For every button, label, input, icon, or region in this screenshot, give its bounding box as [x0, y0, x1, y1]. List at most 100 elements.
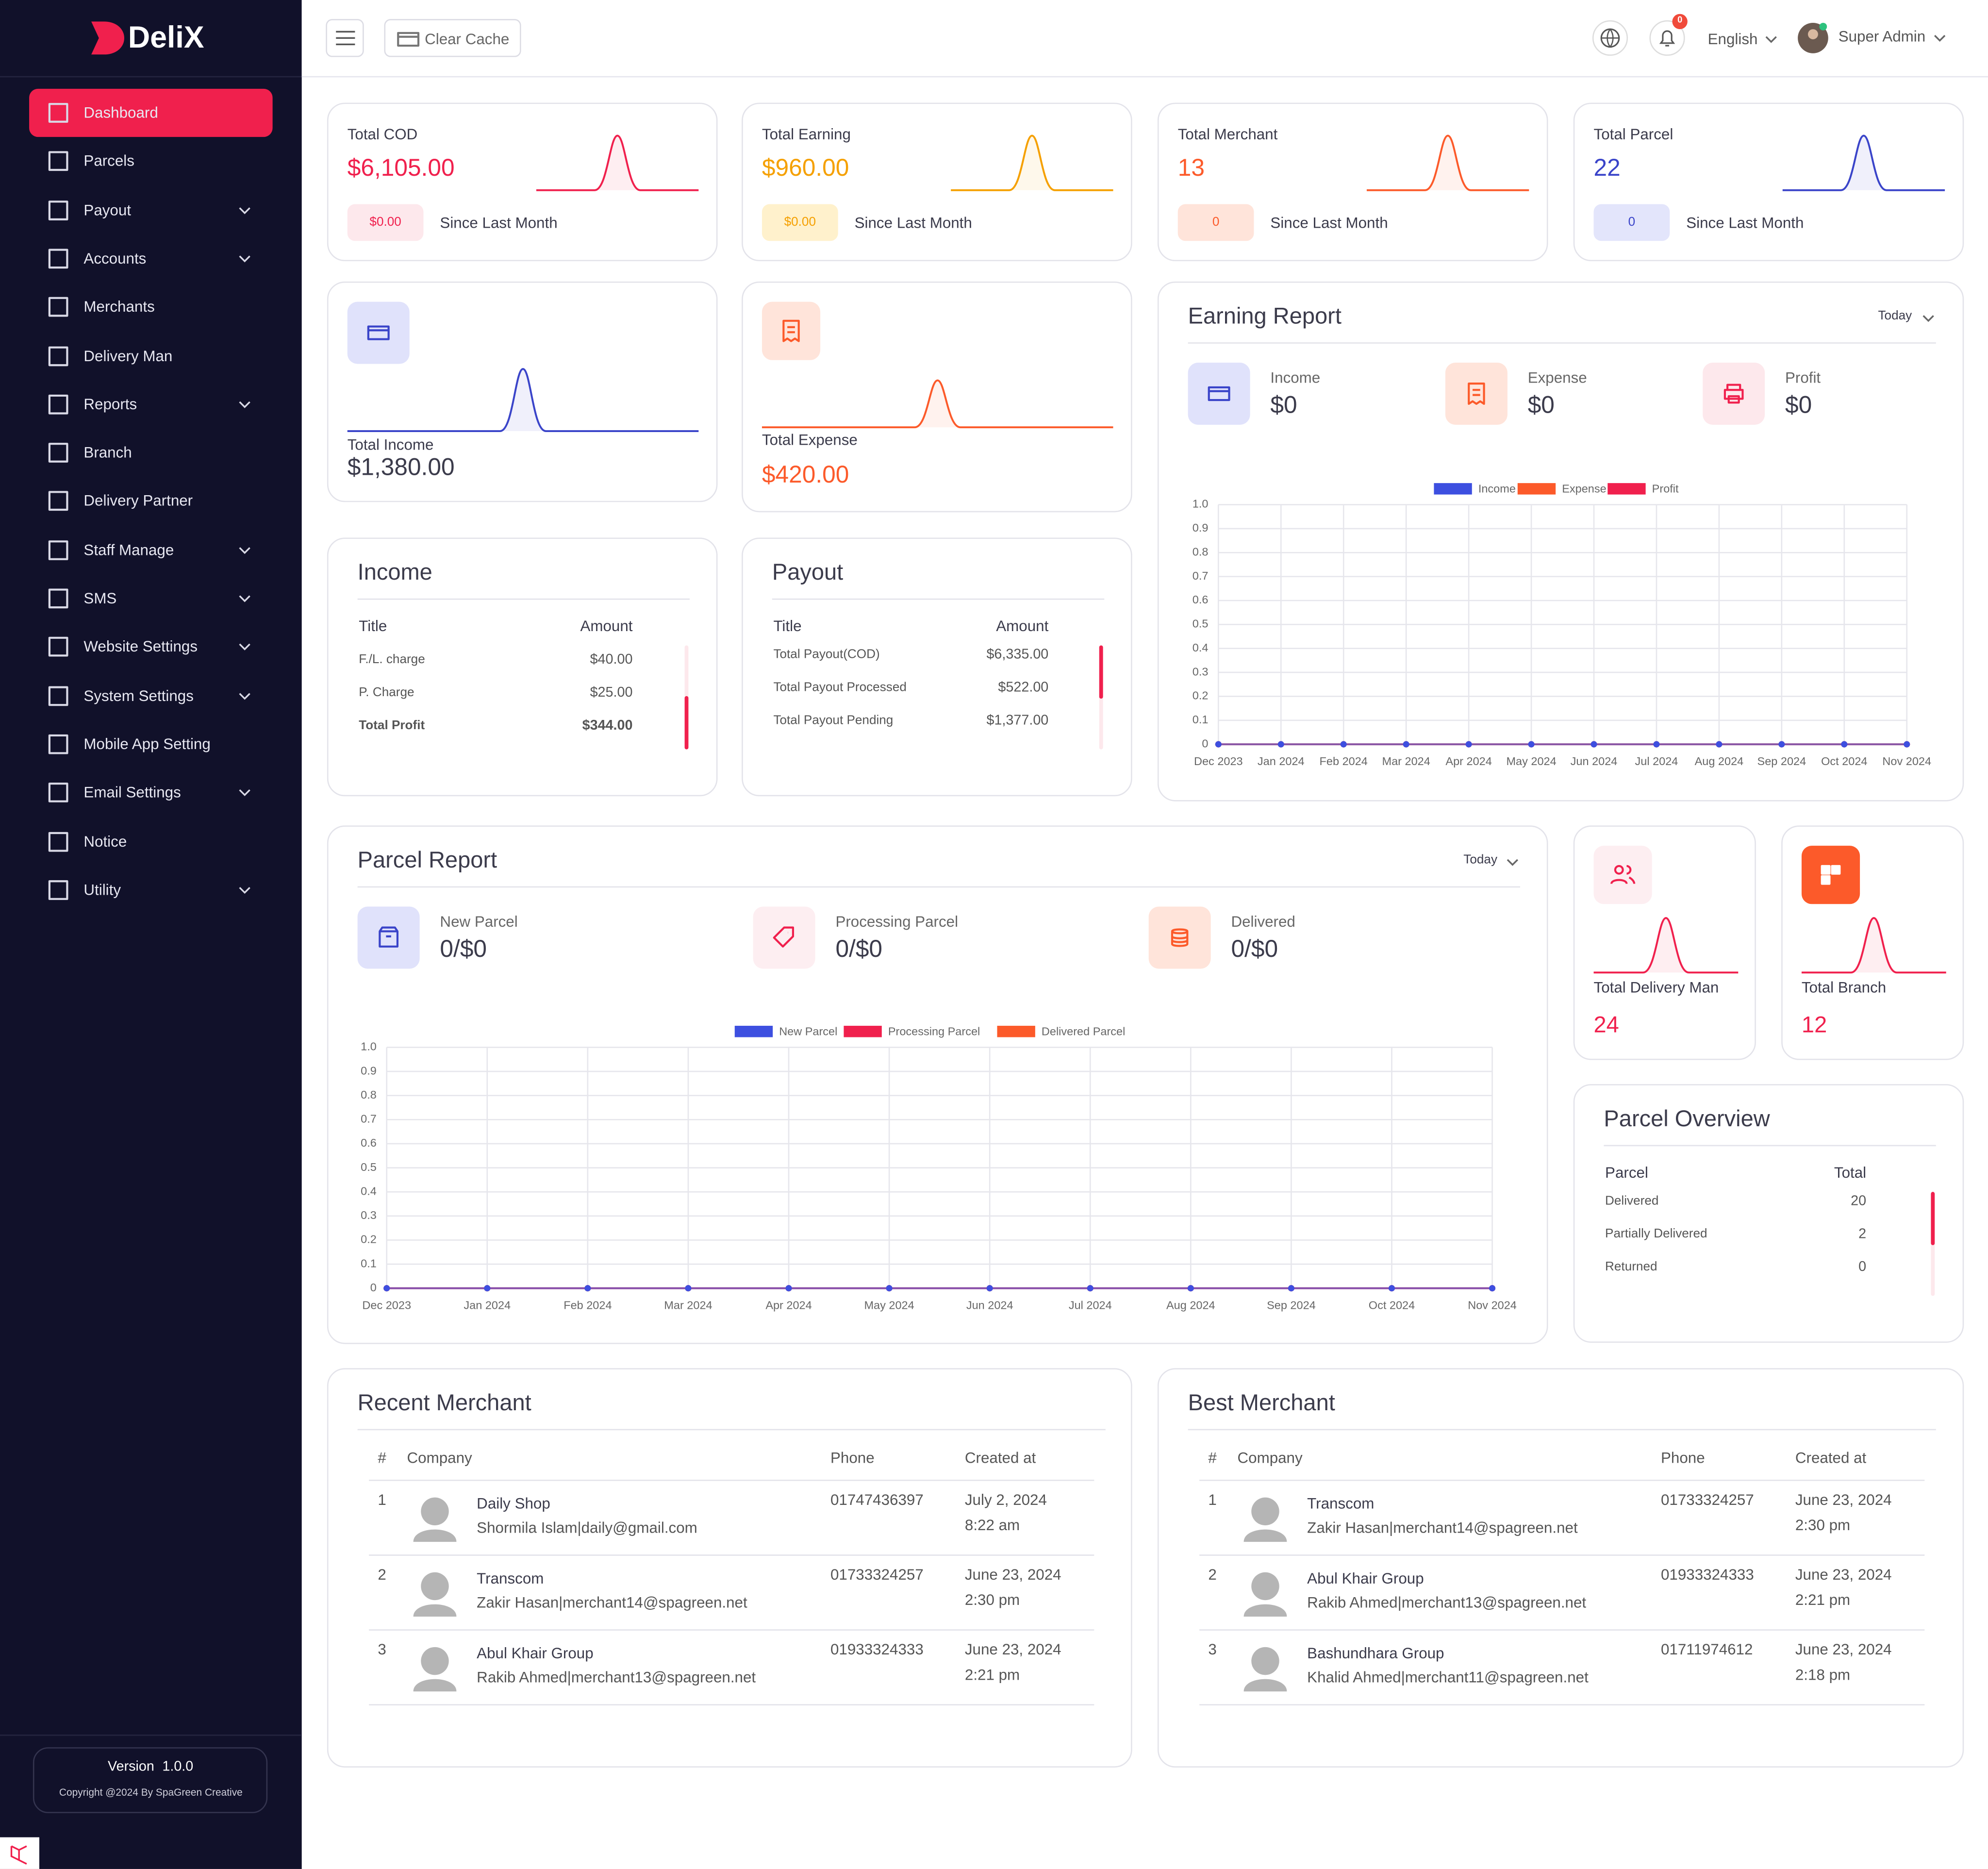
card-title: Income: [357, 559, 432, 585]
avatar: [413, 1497, 457, 1542]
icon: [48, 685, 68, 706]
divider: [1188, 1429, 1936, 1431]
table-header: Phone: [1660, 1449, 1705, 1467]
contact: Rakib Ahmed|merchant13@spagreen.net: [477, 1668, 756, 1686]
chevron: [1507, 859, 1519, 866]
menu-label: Dashboard: [83, 103, 158, 122]
count-label: Total Branch: [1801, 978, 1887, 997]
legend-label: Delivered Parcel: [1042, 1025, 1125, 1037]
filter[interactable]: Today: [1463, 853, 1498, 868]
x-tick-label: Mar 2024: [664, 1299, 712, 1311]
divider: [1188, 342, 1936, 344]
report-item-label: Expense: [1527, 368, 1587, 387]
x-tick-label: Dec 2023: [362, 1299, 411, 1311]
card-title: Parcel Report: [357, 847, 497, 873]
icon: [1593, 846, 1652, 904]
menu-label: Delivery Man: [83, 346, 173, 365]
stat-note: Since Last Month: [440, 214, 558, 232]
chevron: [239, 207, 250, 214]
icon: [48, 588, 68, 609]
created-date: June 23, 2024: [964, 1640, 1061, 1658]
table-header: Title: [773, 617, 802, 635]
x-tick-label: Mar 2024: [1382, 755, 1430, 768]
y-tick-label: 0.1: [361, 1257, 377, 1269]
icon: [1445, 363, 1508, 425]
legend-swatch: [844, 1026, 882, 1037]
scroll-thumb: [1099, 645, 1103, 699]
menu-label: SMS: [83, 589, 117, 607]
y-tick-label: 0.4: [1193, 641, 1209, 654]
x-tick-label: Oct 2024: [1369, 1299, 1415, 1311]
x-tick-label: Aug 2024: [1695, 755, 1744, 768]
contact: Zakir Hasan|merchant14@spagreen.net: [1307, 1519, 1578, 1537]
table-cell: 20: [1851, 1193, 1867, 1209]
table-cell: $344.00: [582, 718, 633, 734]
expense-card: Total Expense $420.00: [742, 281, 1132, 513]
company: Abul Khair Group: [1307, 1569, 1424, 1587]
stat-title: Total Merchant: [1177, 125, 1278, 143]
table-card: Income Title Amount F./L. charge $40.00 P. Ch…: [327, 537, 718, 797]
table-cell: 2: [1858, 1226, 1867, 1242]
sparkline: [1366, 134, 1529, 191]
report-item-value: 0/$0: [835, 936, 883, 964]
badge: [762, 204, 838, 241]
divider: [369, 1480, 1094, 1481]
table-header: #: [1208, 1449, 1217, 1467]
table-cell: $6,335.00: [986, 647, 1049, 663]
company: Transcom: [1307, 1494, 1375, 1513]
icon: [48, 734, 68, 754]
company: Daily Shop: [477, 1494, 550, 1513]
icon: [1188, 363, 1250, 425]
notification-count: 0: [1677, 16, 1683, 25]
parcel-report-card: Parcel Report Today New Parcel 0/$0 Processi…: [327, 825, 1548, 1344]
badge-bg: [1672, 14, 1688, 30]
y-tick-label: 0.5: [361, 1161, 377, 1173]
menu-toggle[interactable]: [326, 19, 364, 57]
count-value: 24: [1593, 1012, 1619, 1038]
x-tick-label: Oct 2024: [1821, 755, 1867, 768]
chevron: [239, 401, 250, 408]
legend-label: New Parcel: [779, 1025, 837, 1037]
table-cell: $522.00: [998, 680, 1049, 696]
phone: 01933324333: [1660, 1566, 1754, 1584]
filter[interactable]: Today: [1878, 309, 1912, 324]
x-tick-label: Apr 2024: [1445, 755, 1491, 768]
icon: [48, 880, 68, 900]
clear-cache-button[interactable]: Clear Cache: [384, 19, 521, 57]
menu-label: System Settings: [83, 686, 194, 704]
x-tick-label: Jan 2024: [464, 1299, 511, 1311]
table-cell: Delivered: [1605, 1194, 1659, 1209]
badge: [347, 204, 424, 241]
created-time: 8:22 am: [964, 1516, 1020, 1534]
x-tick-label: Sep 2024: [1267, 1299, 1316, 1311]
contact: Khalid Ahmed|merchant11@spagreen.net: [1307, 1668, 1589, 1686]
stat-badge: $0.00: [369, 216, 401, 230]
x-tick-label: Jun 2024: [966, 1299, 1013, 1311]
avatar: [1243, 1572, 1287, 1617]
divider: [1199, 1704, 1925, 1706]
report-item-value: $0: [1785, 392, 1812, 419]
company: Transcom: [477, 1569, 544, 1587]
legend-label: Processing Parcel: [888, 1025, 980, 1037]
phone: 01711974612: [1660, 1640, 1753, 1658]
legend-label: Income: [1478, 482, 1516, 495]
report-item-value: 0/$0: [440, 936, 487, 964]
icon: [48, 394, 68, 415]
table-cell: F./L. charge: [359, 653, 425, 667]
divider: [369, 1704, 1094, 1706]
report-item-label: Processing Parcel: [835, 913, 959, 931]
table-header: Amount: [580, 617, 633, 635]
icon: [1703, 363, 1765, 425]
stat-note: Since Last Month: [1686, 214, 1804, 232]
divider: [0, 76, 302, 78]
stat-value: $960.00: [762, 155, 849, 183]
chevron: [239, 886, 250, 894]
icon: [48, 783, 68, 803]
divider: [1199, 1629, 1925, 1631]
stat-card: Total Earning $960.00 $0.00 Since Last Mont…: [742, 102, 1132, 262]
menu-label: Accounts: [83, 249, 147, 267]
legend-label: Expense: [1562, 482, 1606, 495]
phone: 01733324257: [830, 1566, 924, 1584]
company: Abul Khair Group: [477, 1644, 594, 1662]
